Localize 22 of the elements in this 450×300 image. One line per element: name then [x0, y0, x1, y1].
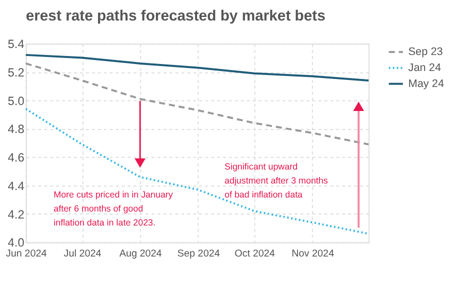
- x-tick-label: Oct 2024: [234, 248, 276, 260]
- x-tick-label: Nov 2024: [292, 248, 335, 260]
- y-tick-label: 4.6: [8, 150, 25, 165]
- y-tick-label: 5.4: [8, 37, 25, 52]
- y-tick-label: 4.8: [8, 122, 25, 136]
- x-tick-label: Aug 2024: [119, 248, 162, 260]
- x-tick-label: Jul 2024: [64, 248, 102, 260]
- x-tick-label: Jun 2024: [6, 248, 48, 260]
- y-tick-label: 5.0: [8, 94, 25, 108]
- y-tick-label: 4.2: [8, 207, 25, 222]
- chart-title: erest rate paths forecasted by market bets: [26, 8, 326, 25]
- legend-label: Jan 24: [408, 62, 442, 74]
- legend-label: May 24: [408, 78, 444, 90]
- y-tick-label: 5.2: [8, 65, 25, 80]
- legend-label: Sep 23: [408, 46, 443, 58]
- annotation: Significant upward adjustment after 3 months of bad inflation data: [224, 162, 328, 200]
- y-tick-label: 4.4: [8, 178, 25, 193]
- x-tick-label: Sep 2024: [177, 248, 220, 260]
- annotation: More cuts priced in in January after 6 months of good inflation data in late 2023.: [54, 190, 174, 228]
- y-tick-label: 4.0: [8, 236, 25, 250]
- line-series: [24, 62, 370, 146]
- line-series: [24, 54, 370, 82]
